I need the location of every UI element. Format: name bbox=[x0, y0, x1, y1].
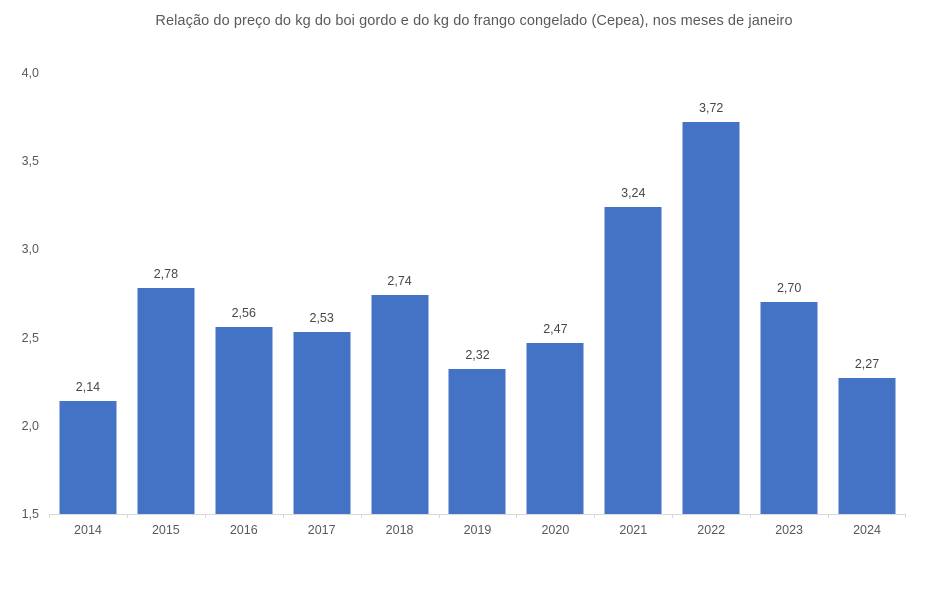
bar bbox=[526, 342, 584, 514]
x-axis-tick-mark bbox=[49, 514, 50, 518]
bar bbox=[604, 207, 662, 514]
y-axis-tick-label: 1,5 bbox=[21, 507, 39, 521]
x-axis-tick-label: 2014 bbox=[74, 523, 102, 537]
category-cell: 2,47 2020 bbox=[516, 73, 594, 537]
bar bbox=[59, 401, 117, 514]
x-axis-tick-label: 2015 bbox=[151, 523, 180, 537]
bar bbox=[448, 369, 506, 514]
category-cell: 2,70 2023 bbox=[750, 73, 828, 537]
bar bbox=[215, 327, 273, 514]
category-cell: 2,78 2015 bbox=[126, 73, 205, 537]
bar-value-label: 3,24 bbox=[621, 186, 646, 201]
category-cell: 2,53 2017 bbox=[282, 73, 361, 537]
y-axis-tick-label: 2,0 bbox=[21, 418, 39, 433]
x-axis-tick-label: 2022 bbox=[697, 523, 726, 537]
bar-value-label: 2,78 bbox=[153, 267, 179, 282]
x-axis-tick-mark bbox=[750, 514, 752, 518]
x-axis-tick-mark bbox=[594, 514, 596, 518]
y-axis-tick-label: 3,0 bbox=[21, 242, 39, 257]
bar bbox=[137, 288, 195, 514]
chart-title: Relação do preço do kg do boi gordo e do… bbox=[155, 13, 793, 29]
category-cell: 3,24 2021 bbox=[594, 73, 672, 537]
bar-value-label: 2,32 bbox=[465, 348, 490, 363]
category-cell: 2,14 2014 bbox=[49, 73, 127, 537]
x-axis-tick-label: 2023 bbox=[775, 523, 804, 537]
bar-value-label: 2,56 bbox=[231, 306, 256, 321]
category-cell: 2,74 2018 bbox=[360, 73, 439, 537]
x-axis-tick-label: 2016 bbox=[229, 523, 258, 537]
category-cell: 3,72 2022 bbox=[672, 73, 750, 537]
plot-area: 1,5 2,0 2,5 3,0 3,5 4,0 2,14 2014 2,78 2015 2,56 2… bbox=[22, 66, 906, 537]
category-cell: 2,27 2024 bbox=[828, 73, 906, 537]
bar bbox=[293, 332, 351, 514]
bars-container: 2,14 2014 2,78 2015 2,56 2016 2,53 2017 2,74 2018… bbox=[49, 73, 906, 537]
x-axis-tick-mark bbox=[204, 514, 206, 518]
bar bbox=[760, 302, 818, 514]
y-axis-tick-label: 4,0 bbox=[21, 66, 39, 80]
y-axis-tick-label: 3,5 bbox=[21, 154, 39, 169]
bar bbox=[682, 122, 740, 514]
bar-value-label: 2,70 bbox=[776, 281, 802, 296]
bar-value-label: 2,27 bbox=[854, 357, 880, 372]
x-axis-tick-mark bbox=[282, 514, 284, 518]
x-axis-tick-label: 2020 bbox=[541, 523, 570, 537]
bar-value-label: 2,14 bbox=[75, 380, 101, 395]
y-axis: 1,5 2,0 2,5 3,0 3,5 4,0 bbox=[3, 66, 49, 521]
y-axis-tick-label: 2,5 bbox=[21, 330, 39, 345]
x-axis-tick-label: 2021 bbox=[619, 523, 648, 537]
x-axis-tick-mark bbox=[438, 514, 440, 518]
category-cell: 2,56 2016 bbox=[204, 73, 283, 537]
x-axis-tick-label: 2019 bbox=[463, 523, 492, 537]
bar bbox=[838, 378, 896, 514]
bar-value-label: 3,72 bbox=[699, 101, 724, 116]
x-axis-tick-label: 2017 bbox=[307, 523, 336, 537]
bar bbox=[371, 295, 429, 514]
x-axis-tick-mark bbox=[126, 514, 128, 518]
x-axis-tick-mark bbox=[516, 514, 518, 518]
x-axis-tick-mark bbox=[904, 514, 906, 518]
x-axis-tick-mark bbox=[360, 514, 362, 518]
x-axis-tick-label: 2018 bbox=[385, 523, 414, 537]
x-axis-tick-mark bbox=[672, 514, 674, 518]
x-axis-tick-mark bbox=[828, 514, 830, 518]
bar-value-label: 2,53 bbox=[309, 311, 334, 326]
x-axis-tick-label: 2024 bbox=[853, 523, 881, 537]
bar-value-label: 2,74 bbox=[387, 274, 412, 289]
category-cell: 2,32 2019 bbox=[438, 73, 517, 537]
bar-value-label: 2,47 bbox=[543, 321, 568, 336]
